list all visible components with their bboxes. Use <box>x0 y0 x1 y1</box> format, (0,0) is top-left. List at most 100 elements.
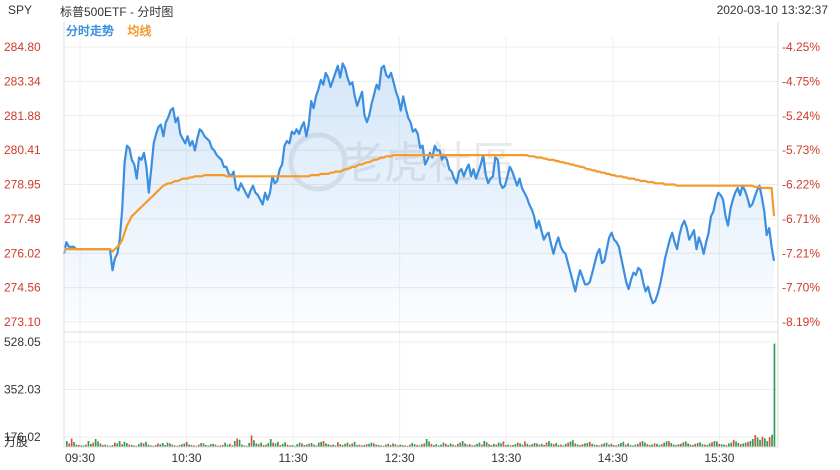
volume-bar[interactable] <box>533 443 536 447</box>
volume-bar[interactable] <box>337 442 339 447</box>
volume-bar[interactable] <box>195 445 198 447</box>
volume-bar[interactable] <box>471 445 474 447</box>
volume-bar[interactable] <box>413 444 416 447</box>
volume-bar[interactable] <box>80 445 83 447</box>
volume-bar[interactable] <box>754 435 757 447</box>
volume-bar[interactable] <box>421 444 423 447</box>
volume-bar[interactable] <box>209 444 212 447</box>
volume-bar[interactable] <box>493 443 495 447</box>
volume-bar[interactable] <box>346 442 349 447</box>
volume-bar[interactable] <box>461 441 464 447</box>
volume-bar[interactable] <box>452 444 454 447</box>
volume-bar[interactable] <box>692 445 694 447</box>
volume-bar[interactable] <box>682 442 685 447</box>
volume-bar[interactable] <box>315 445 318 447</box>
volume-bar[interactable] <box>694 443 697 447</box>
volume-bar[interactable] <box>586 443 589 447</box>
volume-bar[interactable] <box>128 444 131 447</box>
volume-bar[interactable] <box>756 437 759 448</box>
volume-bar[interactable] <box>382 445 385 447</box>
volume-bar[interactable] <box>668 441 670 447</box>
volume-bar[interactable] <box>740 444 742 447</box>
volume-bar[interactable] <box>147 444 150 447</box>
volume-bar[interactable] <box>656 443 658 447</box>
volume-bar[interactable] <box>159 444 162 447</box>
volume-bar[interactable] <box>735 441 737 447</box>
volume-bar[interactable] <box>277 441 279 447</box>
volume-bar[interactable] <box>375 444 378 447</box>
volume-bar[interactable] <box>358 444 361 447</box>
volume-bar[interactable] <box>334 445 337 447</box>
volume-bar[interactable] <box>660 444 663 447</box>
volume-bar[interactable] <box>92 442 95 447</box>
volume-bar[interactable] <box>593 444 596 447</box>
volume-bar[interactable] <box>620 443 622 447</box>
volume-bar[interactable] <box>615 445 617 447</box>
volume-bar[interactable] <box>401 445 404 447</box>
volume-bar[interactable] <box>696 443 699 447</box>
volume-bar[interactable] <box>684 441 687 447</box>
volume-bar[interactable] <box>581 444 584 447</box>
volume-bar[interactable] <box>133 445 135 447</box>
volume-bar[interactable] <box>341 445 344 447</box>
volume-bar[interactable] <box>126 443 128 447</box>
volume-bar[interactable] <box>389 445 392 447</box>
volume-bar[interactable] <box>730 442 733 447</box>
volume-bar[interactable] <box>310 443 313 447</box>
volume-bar[interactable] <box>75 444 78 447</box>
volume-bar[interactable] <box>490 445 493 447</box>
volume-bar[interactable] <box>536 443 538 447</box>
volume-bar[interactable] <box>641 441 644 447</box>
volume-bar[interactable] <box>291 445 294 447</box>
volume-bar[interactable] <box>759 439 761 447</box>
volume-bar[interactable] <box>387 443 390 447</box>
legend-average-line[interactable]: 均线 <box>127 24 152 38</box>
volume-bar[interactable] <box>305 444 308 447</box>
volume-bar[interactable] <box>687 443 689 447</box>
volume-bar[interactable] <box>672 444 675 447</box>
volume-bar[interactable] <box>154 445 157 447</box>
volume-bar[interactable] <box>178 445 181 447</box>
volume-bar[interactable] <box>260 442 262 447</box>
volume-bar[interactable] <box>332 444 334 447</box>
volume-bar[interactable] <box>123 441 126 447</box>
volume-bar[interactable] <box>320 441 322 447</box>
volume-bar[interactable] <box>564 443 567 447</box>
volume-bar[interactable] <box>322 441 325 447</box>
volume-bar[interactable] <box>296 444 298 447</box>
volume-bar[interactable] <box>70 438 73 447</box>
volume-bar[interactable] <box>301 443 303 447</box>
volume-bar[interactable] <box>732 439 735 447</box>
volume-bar[interactable] <box>193 445 195 447</box>
volume-bar[interactable] <box>200 443 202 447</box>
volume-bar[interactable] <box>66 441 68 447</box>
volume-bar[interactable] <box>528 445 531 447</box>
volume-bar[interactable] <box>404 445 406 447</box>
volume-bar[interactable] <box>598 445 601 447</box>
volume-bar[interactable] <box>111 445 114 447</box>
volume-bar[interactable] <box>181 444 183 447</box>
volume-bar[interactable] <box>313 444 315 447</box>
volume-bar[interactable] <box>466 444 469 447</box>
volume-bar[interactable] <box>478 442 481 447</box>
volume-bar[interactable] <box>274 443 277 447</box>
volume-bar[interactable] <box>409 444 411 447</box>
volume-bar[interactable] <box>161 443 164 447</box>
volume-bar[interactable] <box>286 444 289 447</box>
volume-bar[interactable] <box>653 443 656 447</box>
volume-bar[interactable] <box>574 443 577 447</box>
volume-bar[interactable] <box>339 444 342 447</box>
volume-bar[interactable] <box>135 445 138 447</box>
volume-bar[interactable] <box>476 443 478 447</box>
volume-bar[interactable] <box>411 443 414 447</box>
volume-bar[interactable] <box>267 443 270 447</box>
volume-bar[interactable] <box>550 443 553 447</box>
volume-bar[interactable] <box>269 439 272 447</box>
volume-bar[interactable] <box>418 445 421 447</box>
volume-bar[interactable] <box>253 440 255 447</box>
volume-bar[interactable] <box>747 441 749 447</box>
volume-bar[interactable] <box>78 445 80 447</box>
volume-bar[interactable] <box>766 441 769 447</box>
volume-bar[interactable] <box>500 443 502 447</box>
volume-bar[interactable] <box>361 445 363 447</box>
